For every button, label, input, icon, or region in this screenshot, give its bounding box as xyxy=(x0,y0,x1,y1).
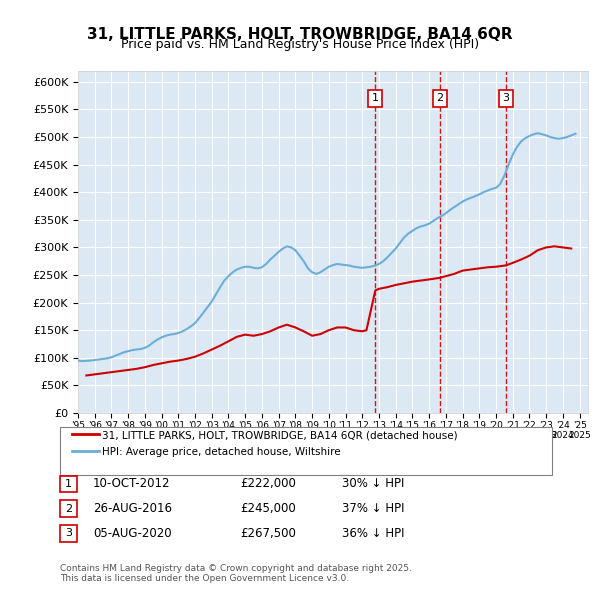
Text: 31, LITTLE PARKS, HOLT, TROWBRIDGE, BA14 6QR (detached house): 31, LITTLE PARKS, HOLT, TROWBRIDGE, BA14… xyxy=(102,431,458,440)
Text: 05-AUG-2020: 05-AUG-2020 xyxy=(93,527,172,540)
Text: 10-OCT-2012: 10-OCT-2012 xyxy=(93,477,170,490)
Text: 2: 2 xyxy=(65,504,72,513)
Text: 2: 2 xyxy=(436,93,443,103)
Text: 31, LITTLE PARKS, HOLT, TROWBRIDGE, BA14 6QR: 31, LITTLE PARKS, HOLT, TROWBRIDGE, BA14… xyxy=(87,27,513,41)
Text: HPI: Average price, detached house, Wiltshire: HPI: Average price, detached house, Wilt… xyxy=(102,447,341,457)
Text: 26-AUG-2016: 26-AUG-2016 xyxy=(93,502,172,515)
Text: 3: 3 xyxy=(503,93,509,103)
Text: 30% ↓ HPI: 30% ↓ HPI xyxy=(342,477,404,490)
Text: £222,000: £222,000 xyxy=(240,477,296,490)
Text: £245,000: £245,000 xyxy=(240,502,296,515)
Text: 37% ↓ HPI: 37% ↓ HPI xyxy=(342,502,404,515)
Text: 1: 1 xyxy=(65,479,72,489)
Text: 36% ↓ HPI: 36% ↓ HPI xyxy=(342,527,404,540)
Text: Price paid vs. HM Land Registry's House Price Index (HPI): Price paid vs. HM Land Registry's House … xyxy=(121,38,479,51)
Text: 3: 3 xyxy=(65,529,72,538)
Text: £267,500: £267,500 xyxy=(240,527,296,540)
Text: Contains HM Land Registry data © Crown copyright and database right 2025.
This d: Contains HM Land Registry data © Crown c… xyxy=(60,563,412,583)
Text: 1: 1 xyxy=(372,93,379,103)
